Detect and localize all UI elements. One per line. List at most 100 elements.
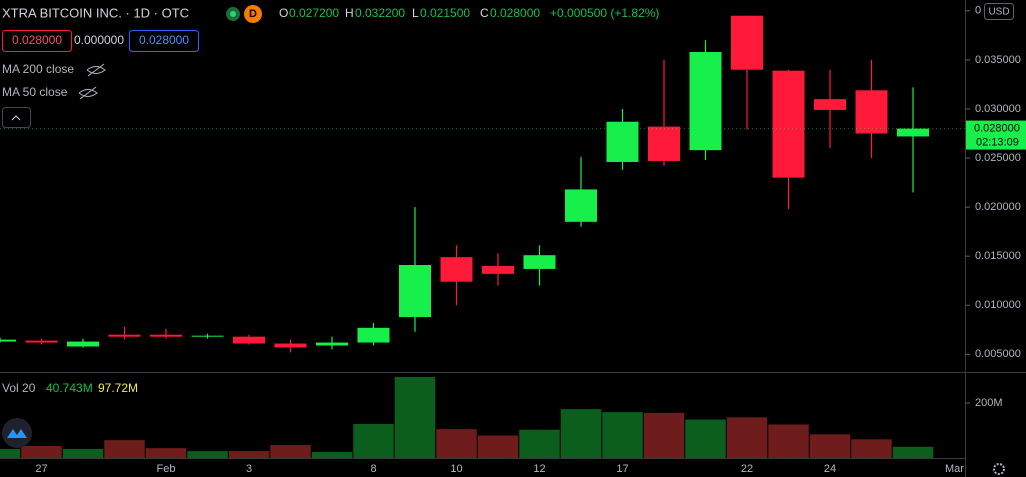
logo-mark bbox=[7, 429, 27, 438]
candle-body bbox=[523, 255, 556, 269]
h-label: H bbox=[345, 6, 354, 20]
x-tick-label: Mar bbox=[945, 463, 964, 475]
y2-tick-label: 200M bbox=[975, 397, 1003, 409]
volume-bar bbox=[477, 435, 519, 458]
candle-body bbox=[897, 128, 929, 137]
y-tick-label: 0.020000 bbox=[975, 201, 1021, 213]
x-tick-label: 12 bbox=[533, 463, 545, 475]
volume-ma: 97.72M bbox=[98, 381, 138, 395]
volume-bar bbox=[643, 412, 685, 458]
ask-price: 0.028000 bbox=[139, 33, 189, 47]
volume-bar bbox=[270, 445, 311, 458]
settings-icon[interactable] bbox=[993, 463, 1005, 475]
x-tick-label: 8 bbox=[370, 463, 376, 475]
volume-bar bbox=[394, 376, 436, 458]
volume-bar bbox=[187, 451, 228, 458]
volume-bar bbox=[145, 448, 187, 458]
volume-bar bbox=[353, 423, 394, 458]
hidden-icon[interactable] bbox=[78, 86, 98, 100]
collapse-button[interactable] bbox=[2, 107, 31, 128]
currency: USD bbox=[988, 7, 1009, 18]
x-tick-label: 22 bbox=[741, 463, 753, 475]
x-tick-label: Feb bbox=[157, 463, 176, 475]
currency-box[interactable] bbox=[984, 3, 1014, 20]
change-value: +0.000500 (+1.82%) bbox=[550, 6, 659, 20]
volume-bar bbox=[768, 424, 809, 458]
x-tick-label: 17 bbox=[616, 463, 628, 475]
volume-bar bbox=[809, 434, 851, 458]
volume-bar bbox=[602, 412, 643, 458]
candle-body bbox=[689, 52, 722, 151]
volume-value: 40.743M bbox=[46, 381, 93, 395]
interval-badge bbox=[244, 5, 262, 23]
interval-badge-text: D bbox=[249, 8, 257, 20]
candle-body bbox=[0, 339, 16, 342]
candle-body bbox=[772, 70, 805, 178]
volume-bar bbox=[560, 409, 602, 458]
y-tick-label: 0.010000 bbox=[975, 299, 1021, 311]
collapse-icon bbox=[11, 115, 21, 121]
volume-bar bbox=[104, 440, 145, 458]
status-dot-inner bbox=[230, 11, 236, 17]
candle-body bbox=[274, 343, 307, 348]
volume-bar bbox=[892, 446, 934, 458]
x-tick-label: 3 bbox=[246, 463, 252, 475]
candle-body bbox=[440, 257, 473, 282]
volume-bar bbox=[436, 429, 477, 458]
indicator-label: MA 200 close bbox=[2, 62, 74, 76]
bid-box[interactable] bbox=[2, 30, 72, 52]
plot bbox=[0, 15, 934, 458]
low-value: 0.021500 bbox=[420, 6, 470, 20]
volume-bar bbox=[21, 445, 62, 458]
y-tick-label: 0 bbox=[975, 5, 981, 17]
candle-body bbox=[357, 327, 390, 343]
volume-bar bbox=[519, 429, 560, 458]
y-tick-label: 0.015000 bbox=[975, 250, 1021, 262]
chart-title: XTRA BITCOIN INC. · 1D · OTC bbox=[2, 5, 189, 20]
candle-body bbox=[67, 341, 99, 347]
hidden-icon[interactable] bbox=[86, 63, 106, 77]
candle-body bbox=[150, 334, 182, 337]
x-tick-label: 24 bbox=[824, 463, 836, 475]
logo[interactable] bbox=[2, 418, 32, 448]
candle-body bbox=[482, 265, 514, 274]
candle-body bbox=[25, 340, 58, 343]
volume-bar bbox=[0, 448, 21, 458]
candle-body bbox=[233, 336, 265, 344]
o-label: O bbox=[279, 6, 288, 20]
volume-bar bbox=[726, 417, 768, 458]
volume-bar bbox=[311, 451, 353, 458]
last-price-box bbox=[966, 120, 1026, 150]
y-tick-label: 0.005000 bbox=[975, 348, 1021, 360]
candle-body bbox=[855, 90, 888, 134]
l-label: L bbox=[412, 6, 419, 20]
candle-body bbox=[399, 265, 431, 318]
candle-body bbox=[565, 189, 597, 222]
volume-title: Vol 20 bbox=[2, 381, 36, 395]
close-value: 0.028000 bbox=[490, 6, 540, 20]
ask-box[interactable] bbox=[129, 30, 199, 52]
volume-bar bbox=[685, 419, 726, 458]
high-value: 0.032200 bbox=[355, 6, 405, 20]
candle-body bbox=[648, 126, 680, 161]
volume-bar bbox=[851, 439, 892, 458]
volume-bar bbox=[62, 448, 104, 458]
candle-body bbox=[316, 342, 348, 346]
countdown: 02:13:09 bbox=[976, 136, 1019, 148]
y-tick-label: 0.035000 bbox=[975, 54, 1021, 66]
bid-price: 0.028000 bbox=[12, 33, 62, 47]
candle-body bbox=[191, 335, 224, 337]
candle-body bbox=[814, 99, 846, 110]
volume-bar bbox=[228, 451, 270, 458]
y-tick-label: 0.030000 bbox=[975, 103, 1021, 115]
y-tick-label: 0.025000 bbox=[975, 152, 1021, 164]
candle-body bbox=[606, 121, 639, 162]
open-value: 0.027200 bbox=[289, 6, 339, 20]
candle-body bbox=[731, 15, 763, 70]
last-price-label: 0.028000 bbox=[974, 122, 1020, 134]
candle-body bbox=[108, 334, 141, 337]
spread: 0.000000 bbox=[74, 33, 124, 47]
x-tick-label: 27 bbox=[35, 463, 47, 475]
